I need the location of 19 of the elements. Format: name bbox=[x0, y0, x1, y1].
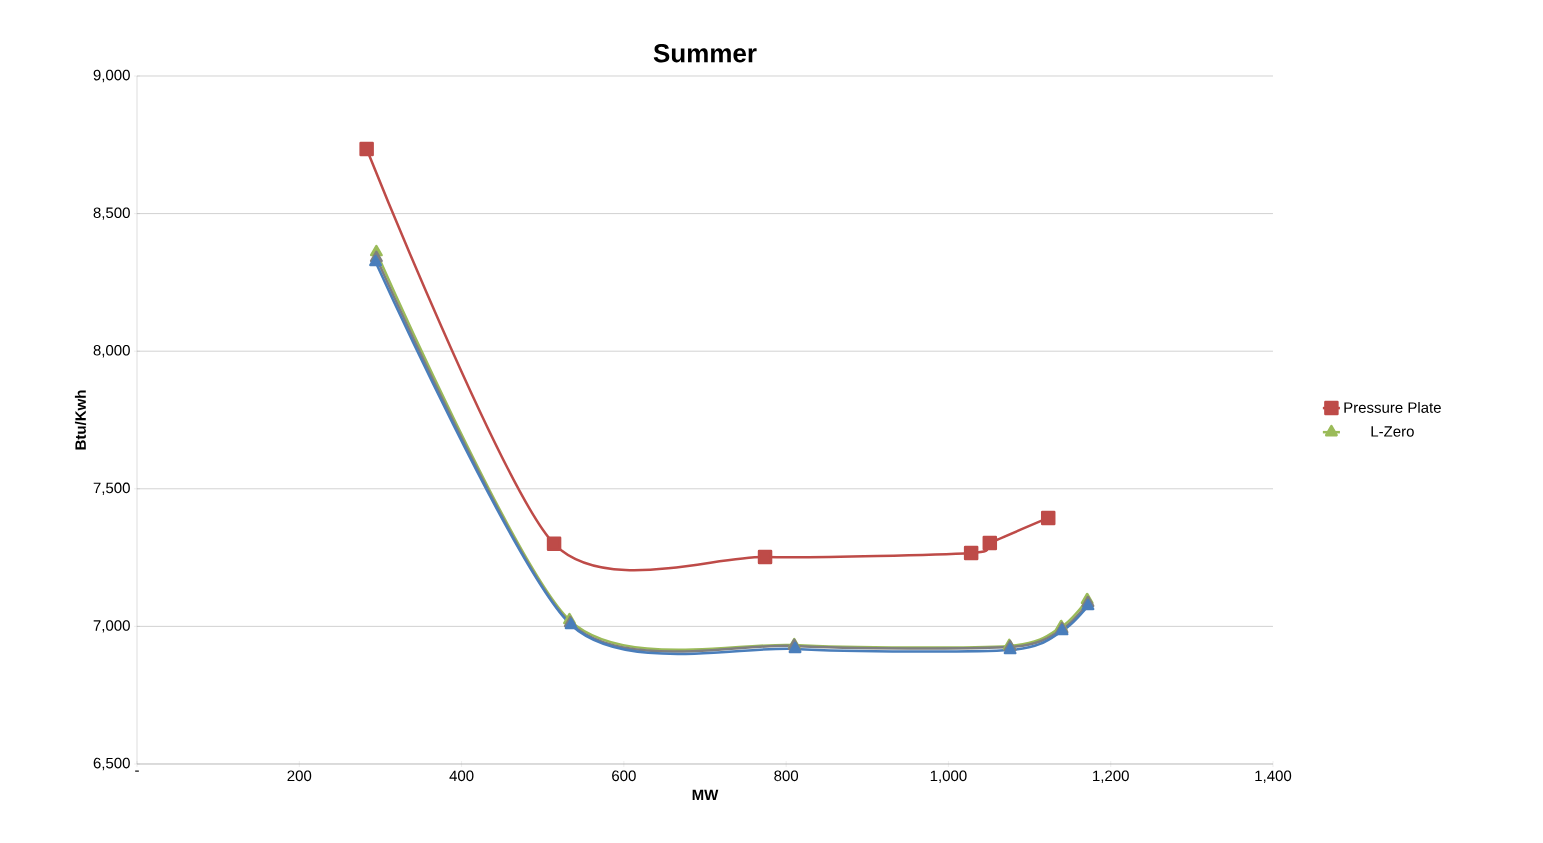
y-tick-label: 8,500 bbox=[93, 207, 130, 220]
x-axis-title: MW bbox=[692, 789, 719, 801]
x-tick-label: - bbox=[135, 770, 139, 772]
chart-title: Summer bbox=[653, 44, 757, 63]
y-tick-label: 7,000 bbox=[93, 620, 130, 633]
y-axis-title: Btu/Kwh bbox=[74, 390, 87, 450]
x-tick-label: 200 bbox=[287, 770, 312, 782]
x-tick-label: 1,400 bbox=[1255, 770, 1292, 783]
x-tick-label: 1,200 bbox=[1093, 770, 1129, 783]
legend-label: Pressure Plate bbox=[1344, 401, 1441, 413]
x-tick-label: 600 bbox=[612, 770, 636, 782]
y-tick-label: 8,000 bbox=[93, 344, 130, 358]
legend-label: L-Zero bbox=[1371, 426, 1414, 437]
x-tick-label: 1,000 bbox=[930, 770, 967, 783]
x-tick-label: 800 bbox=[774, 770, 799, 782]
y-tick-label: 6,500 bbox=[93, 757, 130, 771]
x-tick-label: 400 bbox=[449, 770, 474, 782]
y-tick-label: 7,500 bbox=[93, 482, 130, 495]
y-tick-label: 9,000 bbox=[93, 69, 130, 83]
